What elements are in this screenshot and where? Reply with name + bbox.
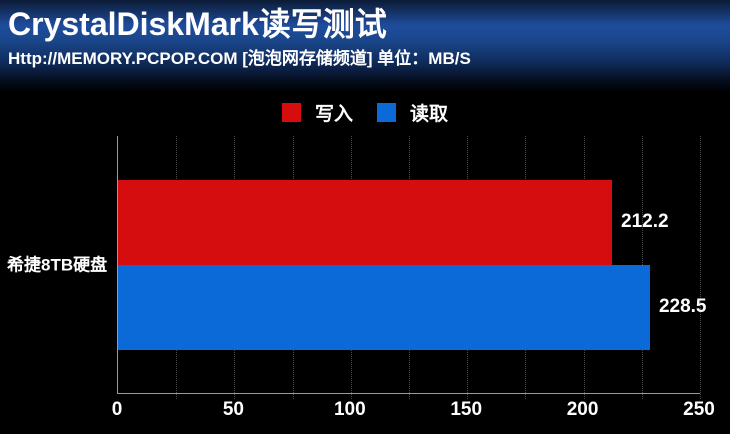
x-tick-label: 0	[111, 399, 123, 420]
bar-group: 212.2 228.5	[118, 136, 706, 393]
write-color-swatch-icon	[281, 102, 301, 122]
x-tick-label: 100	[333, 399, 366, 420]
chart-legend: 写入 读取	[0, 99, 730, 125]
plot-area: 212.2 228.5	[117, 136, 706, 399]
x-tick-label: 150	[450, 399, 483, 420]
legend-item-write: 写入	[281, 99, 353, 126]
x-axis-tick-labels: 0 50 100 150 200 250	[112, 399, 715, 423]
category-label: 希捷8TB硬盘	[7, 255, 108, 275]
bar-write: 212.2	[118, 179, 669, 265]
read-color-swatch-icon	[377, 102, 396, 122]
x-tick-label: 200	[566, 399, 599, 420]
gridline	[700, 136, 701, 399]
bar-read: 228.5	[118, 264, 706, 350]
legend-label-write: 写入	[314, 103, 353, 125]
page-title: CrystalDiskMark读写测试	[8, 6, 387, 42]
bar-value-label-write: 212.2	[621, 211, 669, 232]
header-banner: CrystalDiskMark读写测试 Http://MEMORY.PCPOP.…	[0, 0, 730, 92]
legend-label-read: 读取	[410, 103, 449, 125]
x-tick-label: 250	[683, 399, 715, 420]
bar-value-label-read: 228.5	[658, 296, 707, 317]
legend-item-read: 读取	[377, 99, 448, 126]
x-tick-label: 50	[222, 399, 244, 420]
page-subtitle: Http://MEMORY.PCPOP.COM [泡泡网存储频道] 单位：MB/…	[8, 48, 471, 68]
